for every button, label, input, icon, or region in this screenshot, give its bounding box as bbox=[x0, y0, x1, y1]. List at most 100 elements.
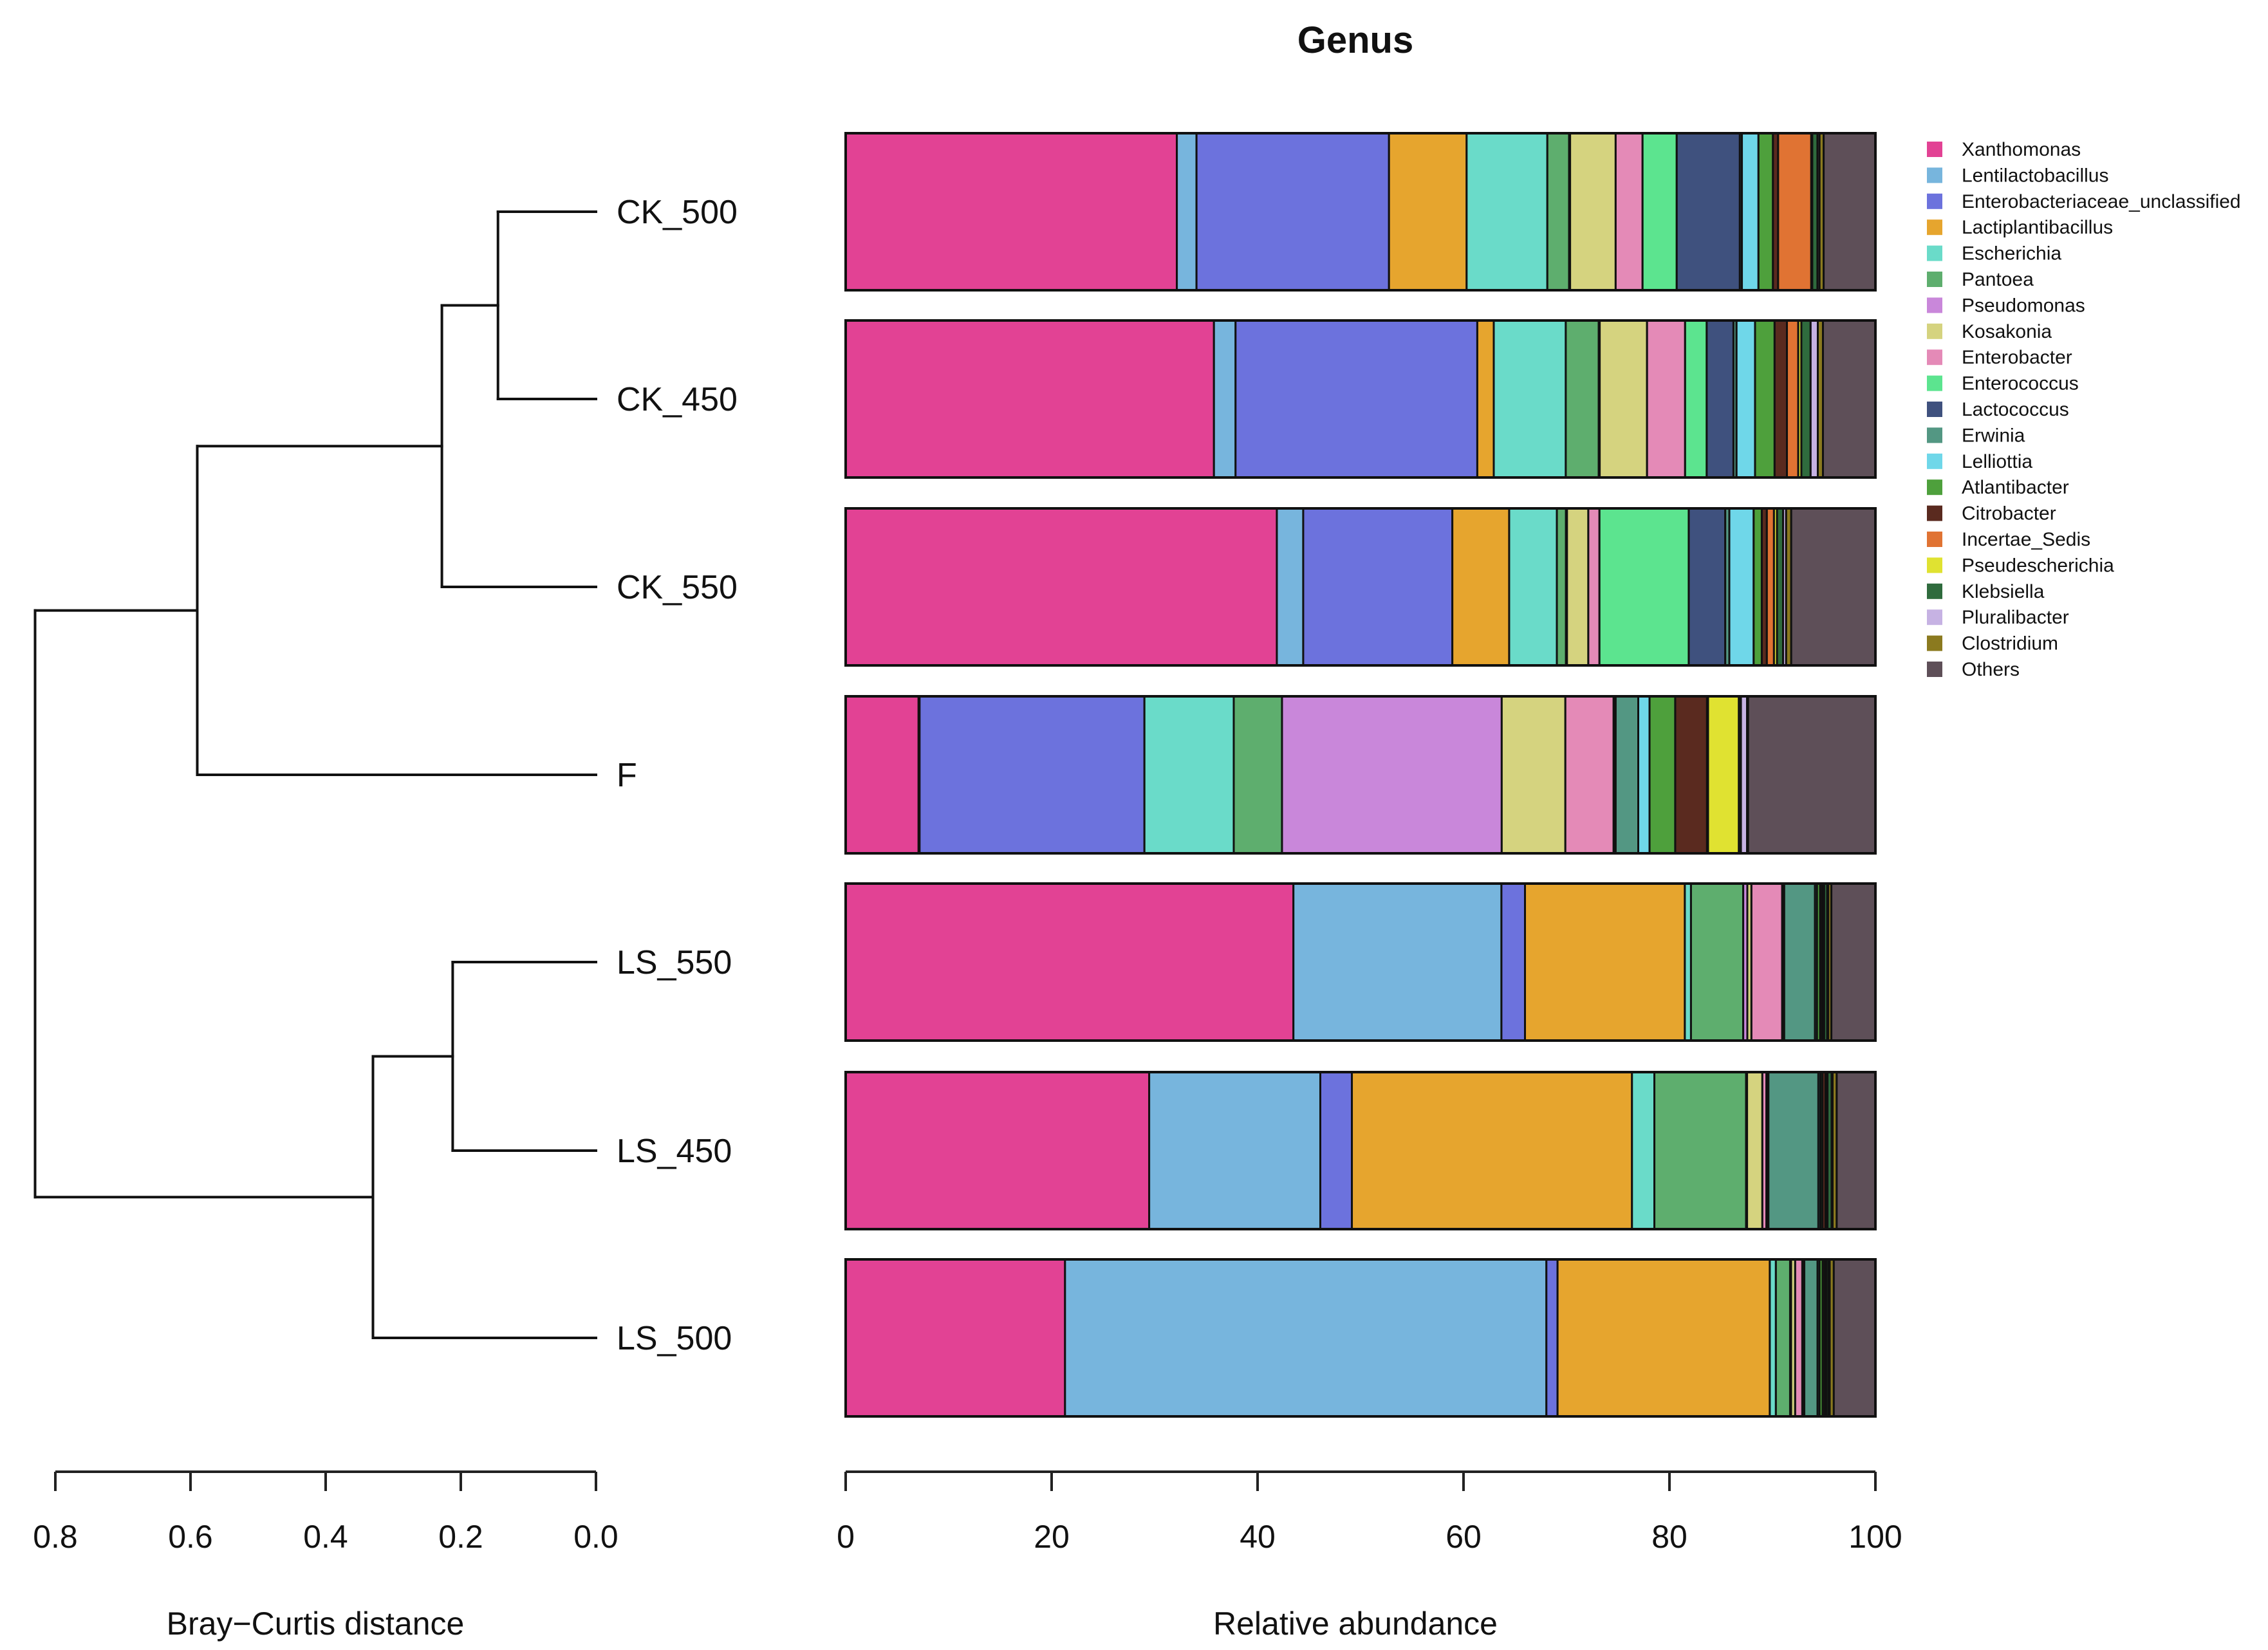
bar-segment-ck-550-lactococcus bbox=[1687, 507, 1727, 667]
sample-label-ck-450: CK_450 bbox=[617, 381, 738, 418]
legend-swatch-lentilactobacillus bbox=[1927, 167, 1942, 183]
bar-outline bbox=[844, 695, 1877, 855]
bar-segment-ck-500-incertae-sedis bbox=[1777, 132, 1812, 292]
bar-segment-ls-450-escherichia bbox=[1631, 1071, 1656, 1230]
legend-label-clostridium: Clostridium bbox=[1962, 633, 2058, 654]
dendrogram-x-tick-label: 0.6 bbox=[168, 1519, 213, 1555]
legend-label-klebsiella: Klebsiella bbox=[1962, 581, 2045, 602]
legend-swatch-kosakonia bbox=[1927, 323, 1942, 339]
legend-swatch-xanthomonas bbox=[1927, 142, 1942, 157]
bar-segment-ls-500-xanthomonas bbox=[844, 1258, 1066, 1418]
bar-x-tick-label: 80 bbox=[1651, 1519, 1687, 1555]
bar-row-ck-550 bbox=[844, 507, 1877, 667]
bar-segment-ck-500-enterococcus bbox=[1641, 132, 1678, 292]
bar-segment-ck-450-others bbox=[1821, 319, 1877, 479]
bar-segment-ls-500-erwinia bbox=[1803, 1258, 1819, 1418]
bar-outline bbox=[844, 882, 1877, 1042]
bar-segment-ck-500-pantoea bbox=[1546, 132, 1570, 292]
legend-swatch-pantoea bbox=[1927, 272, 1942, 287]
bar-segment-ck-550-kosakonia bbox=[1566, 507, 1590, 667]
bar-outline bbox=[844, 1071, 1877, 1230]
bar-segment-f-atlantibacter bbox=[1648, 695, 1677, 855]
bar-segment-ls-450-kosakonia bbox=[1746, 1071, 1763, 1230]
legend-swatch-enterobacter bbox=[1927, 349, 1942, 366]
bar-segment-ls-550-erwinia bbox=[1783, 882, 1816, 1042]
dendrogram-x-tick-label: 0.8 bbox=[33, 1519, 78, 1555]
legend-label-citrobacter: Citrobacter bbox=[1962, 503, 2056, 524]
bar-outline bbox=[844, 319, 1877, 479]
bar-segment-ls-500-others bbox=[1832, 1258, 1877, 1418]
bar-segment-ls-500-pantoea bbox=[1774, 1258, 1791, 1418]
bar-segment-ls-500-lentilactobacillus bbox=[1064, 1258, 1548, 1418]
bar-outline bbox=[844, 1258, 1877, 1418]
legend-label-atlantibacter: Atlantibacter bbox=[1962, 477, 2069, 498]
bar-x-tick-label: 60 bbox=[1445, 1519, 1482, 1555]
bar-segment-ck-450-enterococcus bbox=[1684, 319, 1708, 479]
bar-segment-ck-550-escherichia bbox=[1508, 507, 1558, 667]
legend-swatch-citrobacter bbox=[1927, 505, 1942, 521]
legend-label-pseudomonas: Pseudomonas bbox=[1962, 295, 2085, 316]
bar-segment-ck-500-atlantibacter bbox=[1757, 132, 1774, 292]
bar-segment-ck-450-atlantibacter bbox=[1754, 319, 1776, 479]
bar-row-ls-450 bbox=[844, 1071, 1877, 1230]
legend-label-enterobacteriaceae-unclassified: Enterobacteriaceae_unclassified bbox=[1962, 191, 2241, 212]
bar-segment-f-enterobacter bbox=[1564, 695, 1615, 855]
bar-segment-ck-500-xanthomonas bbox=[844, 132, 1178, 292]
bar-segment-ck-450-lactococcus bbox=[1706, 319, 1734, 479]
bar-x-tick-label: 40 bbox=[1240, 1519, 1276, 1555]
legend-label-pantoea: Pantoea bbox=[1962, 269, 2034, 290]
bar-segment-f-xanthomonas bbox=[844, 695, 920, 855]
bar-x-axis: 0 20 40 60 80 100 bbox=[837, 1470, 1902, 1555]
bar-segment-f-pantoea bbox=[1232, 695, 1283, 855]
bar-segment-f-enterobacteriaceae-unclassified bbox=[918, 695, 1146, 855]
legend-swatch-clostridium bbox=[1927, 635, 1942, 651]
bar-segment-ck-450-pantoea bbox=[1565, 319, 1600, 479]
legend-swatch-others bbox=[1927, 662, 1942, 677]
bar-segment-ck-450-lentilactobacillus bbox=[1213, 319, 1237, 479]
bar-segment-f-kosakonia bbox=[1500, 695, 1566, 855]
bar-segment-ck-500-lelliottia bbox=[1741, 132, 1760, 292]
bar-segment-ck-450-lactiplantibacillus bbox=[1476, 319, 1495, 479]
bar-row-ls-550 bbox=[844, 882, 1877, 1042]
legend-swatch-lactococcus bbox=[1927, 402, 1942, 417]
legend-label-incertae-sedis: Incertae_Sedis bbox=[1962, 529, 2090, 550]
bar-segment-ck-450-lelliottia bbox=[1735, 319, 1756, 479]
legend-swatch-enterobacteriaceae-unclassified bbox=[1927, 193, 1942, 209]
legend-label-xanthomonas: Xanthomonas bbox=[1962, 139, 2081, 160]
legend-swatch-pluralibacter bbox=[1927, 609, 1942, 626]
legend-label-lentilactobacillus: Lentilactobacillus bbox=[1962, 165, 2108, 186]
legend-swatch-escherichia bbox=[1927, 245, 1942, 261]
legend-label-enterobacter: Enterobacter bbox=[1962, 347, 2072, 368]
bar-x-axis-label: Relative abundance bbox=[1213, 1606, 1498, 1642]
bar-segment-ls-550-lactiplantibacillus bbox=[1524, 882, 1686, 1042]
bar-segment-f-lelliottia bbox=[1637, 695, 1651, 855]
legend-label-lactococcus: Lactococcus bbox=[1962, 399, 2069, 420]
bar-segment-ck-550-lactiplantibacillus bbox=[1451, 507, 1510, 667]
bar-segment-ls-450-xanthomonas bbox=[844, 1071, 1151, 1230]
legend-swatch-lactiplantibacillus bbox=[1927, 219, 1942, 236]
legend-swatch-erwinia bbox=[1927, 427, 1942, 443]
bar-segment-ls-450-lentilactobacillus bbox=[1148, 1071, 1321, 1230]
bar-segment-ck-500-lactococcus bbox=[1675, 132, 1741, 292]
bar-segment-ls-450-lactiplantibacillus bbox=[1351, 1071, 1633, 1230]
bar-segment-ck-500-enterobacteriaceae-unclassified bbox=[1195, 132, 1390, 292]
bar-segment-ls-450-enterobacteriaceae-unclassified bbox=[1319, 1071, 1353, 1230]
bar-segment-ck-450-incertae-sedis bbox=[1786, 319, 1799, 479]
bar-segment-ck-550-enterobacter bbox=[1587, 507, 1601, 667]
bar-segment-ck-450-enterobacteriaceae-unclassified bbox=[1234, 319, 1478, 479]
sample-label-ck-500: CK_500 bbox=[617, 194, 738, 231]
bar-segment-ls-550-xanthomonas bbox=[844, 882, 1295, 1042]
bar-segment-ck-450-citrobacter bbox=[1773, 319, 1789, 479]
bar-segment-ls-450-pantoea bbox=[1653, 1071, 1747, 1230]
legend-swatch-incertae-sedis bbox=[1927, 532, 1942, 547]
bar-segment-ck-550-incertae-sedis bbox=[1765, 507, 1775, 667]
bar-x-tick-label: 20 bbox=[1034, 1519, 1070, 1555]
bar-segment-ls-550-pantoea bbox=[1689, 882, 1745, 1042]
bar-segment-f-citrobacter bbox=[1674, 695, 1708, 855]
dendrogram-x-axis: 0.8 0.6 0.4 0.2 0.0 bbox=[33, 1470, 618, 1555]
chart-title: Genus bbox=[1297, 19, 1414, 61]
bar-segment-ck-500-lactiplantibacillus bbox=[1388, 132, 1468, 292]
bar-outline bbox=[844, 132, 1877, 292]
legend-label-pseudescherichia: Pseudescherichia bbox=[1962, 555, 2114, 576]
bar-segment-ls-500-enterobacteriaceae-unclassified bbox=[1545, 1258, 1559, 1418]
